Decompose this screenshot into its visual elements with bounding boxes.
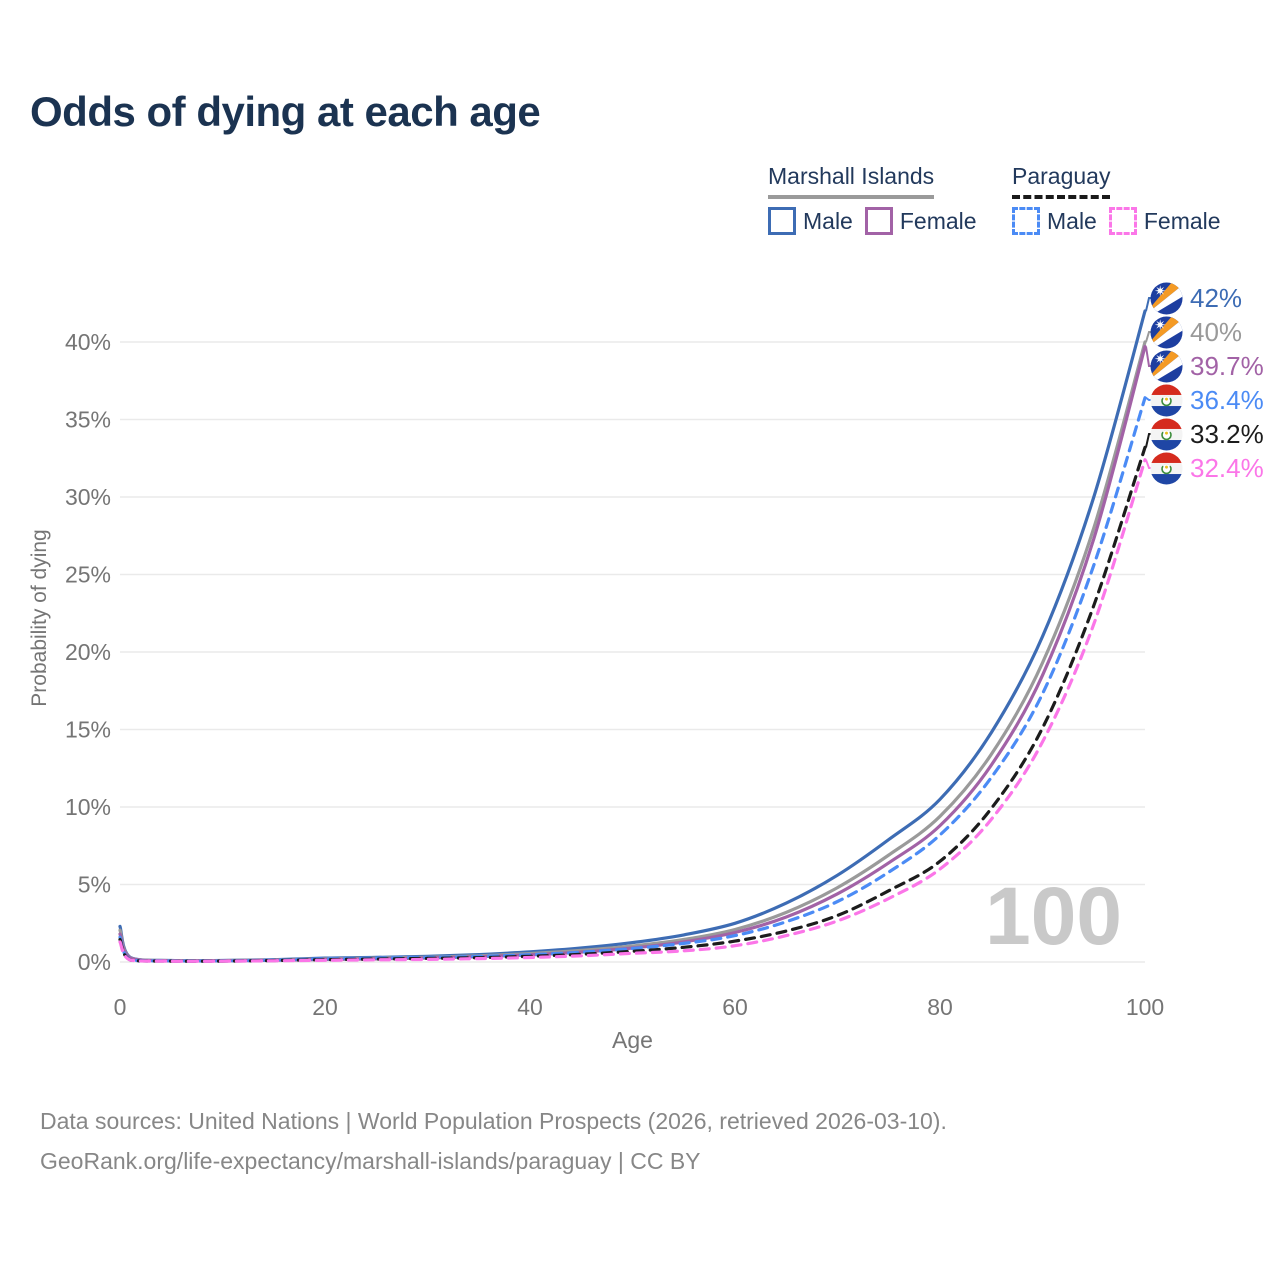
end-label-marshall-islands-female[interactable]: 39.7%	[1150, 349, 1264, 383]
y-tick-label: 0%	[78, 949, 111, 975]
marshall-islands-flag-icon	[1150, 349, 1183, 383]
y-tick-label: 10%	[65, 794, 111, 820]
paraguay-flag-icon	[1150, 451, 1183, 485]
paraguay-flag-icon	[1150, 383, 1183, 417]
legend-item-marshall-islands-male[interactable]: Male	[768, 207, 853, 235]
y-tick-label: 30%	[65, 484, 111, 510]
x-tick-label: 60	[722, 994, 748, 1020]
end-label-paraguay-male[interactable]: 36.4%	[1150, 383, 1264, 417]
x-tick-label: 80	[927, 994, 953, 1020]
marshall-islands-female-swatch-icon	[864, 207, 893, 235]
series-line-paraguay-female[interactable]	[118, 458, 1147, 963]
y-tick-label: 25%	[65, 562, 111, 588]
attribution-link-text[interactable]: GeoRank.org/life-expectancy/marshall-isl…	[40, 1148, 701, 1174]
y-tick-label: 15%	[65, 717, 111, 743]
end-label-marshall-islands-both-sexes[interactable]: 40%	[1150, 315, 1242, 349]
x-tick-label: 100	[1126, 994, 1164, 1020]
end-label-value: 36.4%	[1190, 384, 1264, 415]
legend-item-label: Male	[1047, 207, 1097, 234]
legend-item-label: Female	[899, 207, 977, 234]
x-axis-title: Age	[612, 1027, 653, 1053]
y-tick-label: 5%	[78, 872, 111, 898]
y-tick-label: 35%	[65, 407, 111, 433]
paraguay-male-swatch-icon	[1012, 207, 1040, 235]
end-label-paraguay-both-sexes[interactable]: 33.2%	[1150, 417, 1264, 451]
marshall-islands-male-swatch-icon	[768, 207, 796, 235]
legend-group-title-paraguay[interactable]: Paraguay	[1012, 163, 1111, 199]
series-line-marshall-islands-male[interactable]	[118, 309, 1147, 963]
page-title: Odds of dying at each age	[30, 88, 541, 135]
x-tick-label: 20	[312, 994, 338, 1020]
legend-item-paraguay-male[interactable]: Male	[1012, 207, 1097, 235]
end-label-marshall-islands-male[interactable]: 42%	[1150, 281, 1242, 315]
paraguay-flag-icon	[1150, 417, 1183, 451]
y-tick-label: 40%	[65, 329, 111, 355]
legend-item-label: Female	[1143, 207, 1221, 234]
end-label-value: 33.2%	[1190, 418, 1264, 449]
paraguay-female-swatch-icon	[1108, 207, 1137, 235]
marshall-islands-flag-icon	[1150, 315, 1183, 349]
footer: Data sources: United Nations | World Pop…	[40, 1101, 947, 1181]
series-line-marshall-islands-female[interactable]	[118, 345, 1147, 963]
end-label-value: 32.4%	[1190, 452, 1264, 483]
legend-item-marshall-islands-female[interactable]: Female	[864, 207, 977, 235]
y-tick-label: 20%	[65, 639, 111, 665]
legend-item-paraguay-female[interactable]: Female	[1108, 207, 1221, 235]
data-sources-text: Data sources: United Nations | World Pop…	[40, 1108, 947, 1134]
x-tick-label: 0	[114, 994, 127, 1020]
legend-item-label: Male	[803, 207, 853, 234]
legend-group-marshall-islands: Marshall Islands Male Female	[768, 163, 977, 235]
legend-group-paraguay: Paraguay Male Female	[1012, 163, 1221, 235]
x-tick-label: 40	[517, 994, 543, 1020]
legend-group-title-marshall-islands[interactable]: Marshall Islands	[768, 163, 935, 199]
age-counter-watermark: 100	[985, 871, 1122, 962]
y-axis-title: Probability of dying	[28, 529, 51, 706]
end-label-value: 42%	[1190, 282, 1243, 313]
end-label-value: 40%	[1190, 316, 1243, 347]
end-label-value: 39.7%	[1190, 350, 1264, 381]
marshall-islands-flag-icon	[1150, 281, 1183, 315]
end-label-paraguay-female[interactable]: 32.4%	[1150, 451, 1264, 485]
series-line-paraguay-male[interactable]	[118, 396, 1147, 963]
